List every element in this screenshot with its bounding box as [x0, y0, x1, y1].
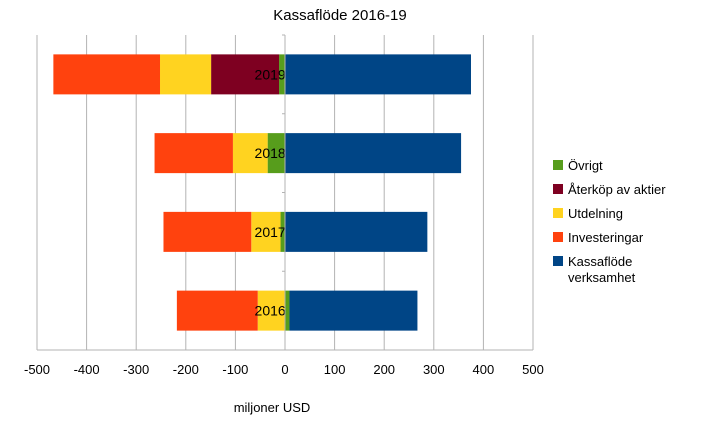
legend-swatch: [553, 232, 563, 242]
category-label: 2018: [255, 145, 286, 161]
bar-stacks: [53, 54, 471, 331]
x-tick-labels: -500 -400 -300 -200 -100 0 100 200 300 400 500: [24, 362, 544, 377]
x-tick-label: 200: [373, 362, 395, 377]
bar-segment: [289, 290, 418, 331]
x-tick-label: -400: [74, 362, 100, 377]
legend-label: Övrigt: [568, 158, 603, 173]
legend-swatch: [553, 208, 563, 218]
x-tick-label: -200: [173, 362, 199, 377]
legend-label: Investeringar: [568, 230, 644, 245]
legend-label: verksamhet: [568, 270, 636, 285]
axes: [37, 34, 533, 351]
legend: Övrigt Återköp av aktier Utdelning Invester…: [553, 158, 666, 285]
bar-segment: [285, 211, 428, 252]
bar-segment: [211, 54, 280, 95]
legend-label: Återköp av aktier: [568, 182, 666, 197]
legend-swatch: [553, 256, 563, 266]
bar-segment: [267, 133, 285, 174]
legend-label: Utdelning: [568, 206, 623, 221]
bar-segment: [176, 290, 258, 331]
bar-segment: [285, 133, 462, 174]
legend-swatch: [553, 184, 563, 194]
bar-segment: [154, 133, 233, 174]
bar-segment: [232, 133, 268, 174]
chart-title: Kassaflöde 2016-19: [273, 7, 406, 24]
x-tick-label: -100: [222, 362, 248, 377]
bar-segment: [285, 290, 290, 331]
category-label: 2017: [255, 224, 286, 240]
bar-segment: [251, 211, 281, 252]
bar-segment: [280, 211, 285, 252]
legend-label: Kassaflöde: [568, 254, 632, 269]
x-tick-label: 100: [324, 362, 346, 377]
bar-segment: [53, 54, 161, 95]
x-axis-label: miljoner USD: [234, 400, 311, 415]
category-labels: 2019 2018 2017 2016: [255, 66, 286, 318]
category-label: 2016: [255, 303, 286, 319]
bar-segment: [163, 211, 252, 252]
bar-segment: [285, 54, 471, 95]
x-tick-label: -300: [123, 362, 149, 377]
bar-segment: [279, 54, 285, 95]
x-tick-label: 400: [473, 362, 495, 377]
legend-swatch: [553, 160, 563, 170]
x-tick-label: 500: [522, 362, 544, 377]
x-tick-label: 300: [423, 362, 445, 377]
x-tick-label: -500: [24, 362, 50, 377]
bar-segment: [257, 290, 285, 331]
bar-segment: [160, 54, 212, 95]
x-tick-label: 0: [281, 362, 288, 377]
category-label: 2019: [255, 66, 286, 82]
